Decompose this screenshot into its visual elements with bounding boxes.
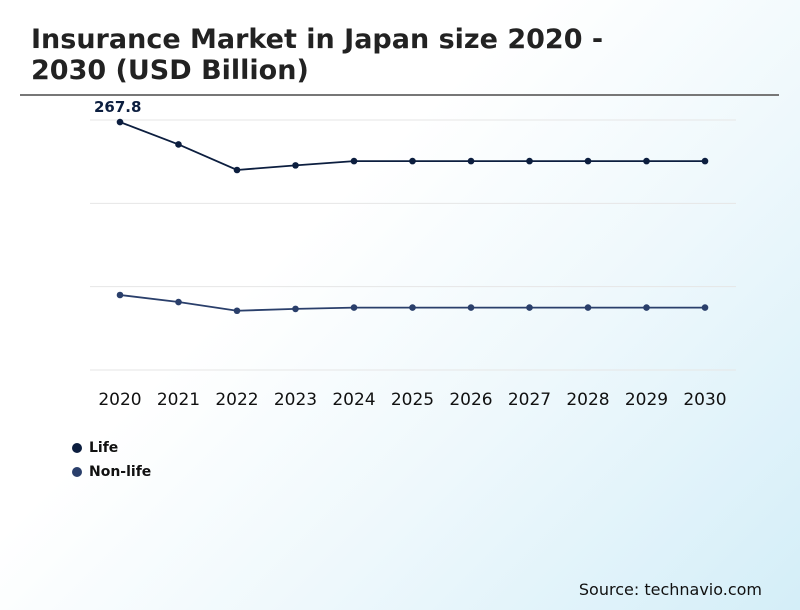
x-tick-label: 2023 xyxy=(274,390,317,410)
data-point-life xyxy=(233,166,241,174)
data-point-life xyxy=(116,118,124,126)
data-point-life xyxy=(350,157,358,165)
legend-label: Non-life xyxy=(89,464,152,480)
legend-item: Life xyxy=(72,436,151,460)
x-tick-label: 2022 xyxy=(215,390,258,410)
title-divider xyxy=(20,94,779,96)
source-credit: Source: technavio.com xyxy=(578,580,762,599)
data-point-life xyxy=(292,162,299,169)
x-tick-label: 2026 xyxy=(449,390,492,410)
x-tick-label: 2024 xyxy=(332,390,375,410)
data-point-life xyxy=(526,157,533,165)
data-point-non-life xyxy=(175,298,182,306)
data-point-life xyxy=(584,157,592,165)
x-tick-label: 2021 xyxy=(157,390,200,410)
legend-label: Life xyxy=(89,440,119,456)
x-tick-label: 2027 xyxy=(508,390,551,410)
x-tick-label: 2028 xyxy=(566,390,609,410)
legend: Life Non-life xyxy=(72,436,151,484)
data-point-non-life xyxy=(584,304,592,311)
data-point-life xyxy=(409,157,416,165)
data-point-non-life xyxy=(643,304,650,311)
x-tick-label: 2020 xyxy=(98,390,141,410)
data-point-non-life xyxy=(467,304,475,311)
data-point-life xyxy=(643,157,650,165)
data-point-life xyxy=(467,157,475,165)
data-point-life xyxy=(175,141,182,148)
data-point-non-life xyxy=(233,307,241,315)
data-point-non-life xyxy=(409,304,416,311)
legend-marker xyxy=(72,443,82,453)
legend-item: Non-life xyxy=(72,460,151,484)
x-tick-label: 2029 xyxy=(625,390,668,410)
data-point-non-life xyxy=(350,304,358,311)
chart-title: Insurance Market in Japan size 2020 - 20… xyxy=(31,24,604,86)
data-point-life xyxy=(701,157,709,165)
x-tick-label: 2025 xyxy=(391,390,434,410)
data-point-non-life xyxy=(526,304,533,311)
data-point-non-life xyxy=(116,291,124,299)
x-tick-label: 2030 xyxy=(683,390,726,410)
legend-marker xyxy=(72,467,82,477)
data-point-non-life xyxy=(292,305,299,313)
data-point-non-life xyxy=(701,304,709,311)
data-label: 267.8 xyxy=(94,98,141,116)
